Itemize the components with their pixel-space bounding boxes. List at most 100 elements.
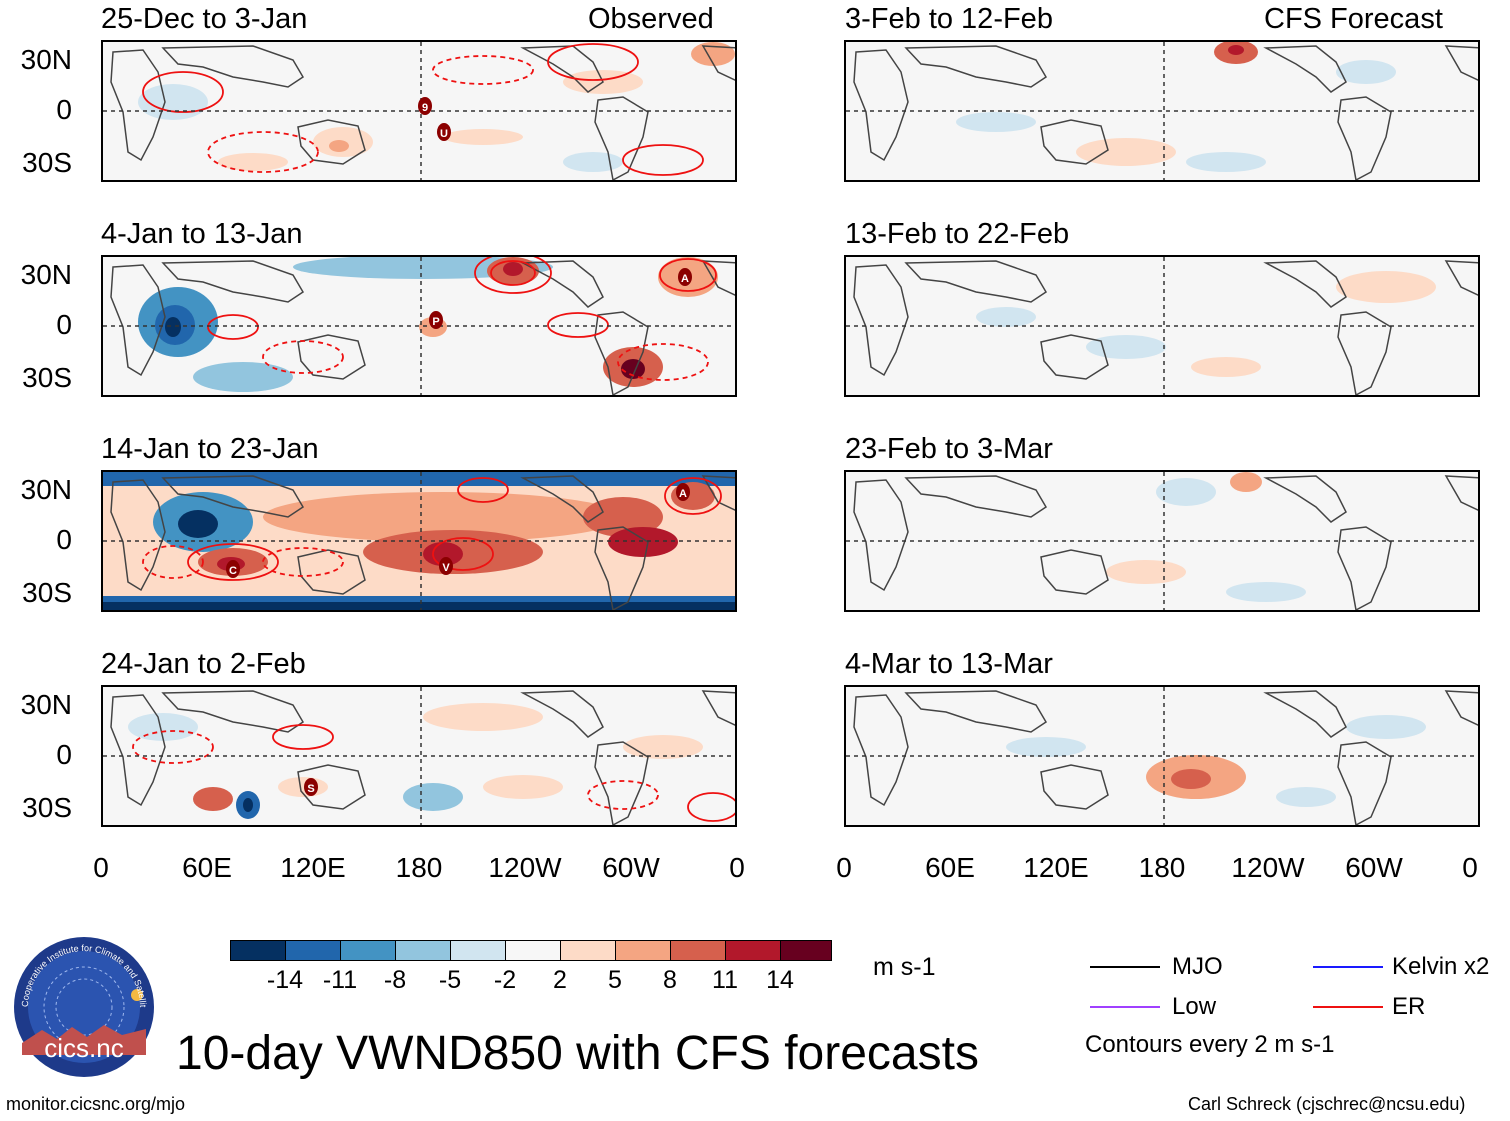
observed-label: Observed xyxy=(588,3,714,35)
legend-label-kelvin: Kelvin x2 xyxy=(1392,953,1490,980)
er-contours xyxy=(207,257,717,381)
land-outlines xyxy=(110,475,735,610)
svg-text:9: 9 xyxy=(422,102,428,114)
colorbar-label: -14 xyxy=(266,966,304,994)
legend-line-er xyxy=(1313,1006,1383,1008)
colorbar-bin-0 xyxy=(230,940,286,961)
main-title: 10-day VWND850 with CFS forecasts xyxy=(176,1027,979,1080)
panel-title-fc-2: 13-Feb to 22-Feb xyxy=(845,218,1070,250)
x-label-180: 180 xyxy=(1138,852,1186,883)
colorbar-label: 2 xyxy=(553,966,567,994)
svg-text:V: V xyxy=(442,562,450,574)
land-outlines xyxy=(110,260,735,395)
colorbar-label: 8 xyxy=(663,966,677,994)
y-label-30s: 30S xyxy=(22,147,72,178)
shading xyxy=(1106,472,1306,602)
shading xyxy=(103,472,735,610)
x-label-60w: 60W xyxy=(602,852,660,883)
svg-text:A: A xyxy=(679,488,687,500)
marker-v: V xyxy=(439,557,453,575)
land-outlines xyxy=(853,45,1478,180)
colorbar-bin-9 xyxy=(725,940,781,961)
colorbar-bin-2 xyxy=(340,940,396,961)
shading xyxy=(128,703,703,819)
x-label-0: 0 xyxy=(729,852,745,883)
cics-logo: cics.nc Cooperative Institute for Climat… xyxy=(12,935,154,1077)
land-outlines xyxy=(853,690,1478,825)
marker-u: U xyxy=(437,123,451,141)
colorbar-bin-8 xyxy=(670,940,726,961)
colorbar-bin-5 xyxy=(505,940,561,961)
x-label-0: 0 xyxy=(1462,852,1478,883)
colorbar-bin-10 xyxy=(780,940,832,961)
x-label-60w: 60W xyxy=(1345,852,1403,883)
svg-text:A: A xyxy=(681,273,689,285)
colorbar-label: 14 xyxy=(766,966,794,994)
x-label-120e: 120E xyxy=(1023,852,1089,883)
x-label-180: 180 xyxy=(395,852,443,883)
shading xyxy=(138,42,735,172)
colorbar-bin-1 xyxy=(285,940,341,961)
colorbar-label: -11 xyxy=(322,966,358,994)
colorbar-bin-3 xyxy=(395,940,451,961)
marker-9: 9 xyxy=(418,97,432,115)
panel-title-obs-4: 24-Jan to 2-Feb xyxy=(101,648,306,680)
map-panel-forecast-2 xyxy=(844,255,1480,397)
colorbar-label: -5 xyxy=(438,966,462,994)
svg-text:U: U xyxy=(440,128,448,140)
marker-a: A xyxy=(676,483,690,501)
colorbar-label: 11 xyxy=(712,966,738,994)
y-label-30s: 30S xyxy=(22,577,72,608)
map-panel-forecast-4 xyxy=(844,685,1480,827)
y-label-30s: 30S xyxy=(22,792,72,823)
forecast-label: CFS Forecast xyxy=(1264,3,1443,35)
map-panel-forecast-1 xyxy=(844,40,1480,182)
y-label-eq: 0 xyxy=(56,94,72,125)
x-label-0: 0 xyxy=(836,852,852,883)
x-label-120w: 120W xyxy=(488,852,562,883)
land-outlines xyxy=(853,260,1478,395)
legend-line-mjo xyxy=(1090,966,1160,968)
y-label-eq: 0 xyxy=(56,309,72,340)
svg-text:C: C xyxy=(229,565,237,577)
y-label-eq: 0 xyxy=(56,739,72,770)
er-contours xyxy=(142,477,722,581)
land-outlines xyxy=(853,475,1478,610)
colorbar-label: -2 xyxy=(493,966,517,994)
colorbar-bin-7 xyxy=(615,940,671,961)
map-panel-observed-4: S xyxy=(101,685,737,827)
marker-p: P xyxy=(429,311,443,329)
x-label-0: 0 xyxy=(93,852,109,883)
y-label-eq: 0 xyxy=(56,524,72,555)
colorbar-label: 5 xyxy=(608,966,622,994)
land-outlines xyxy=(110,45,735,180)
legend-label-low: Low xyxy=(1172,993,1217,1020)
svg-text:P: P xyxy=(432,316,439,328)
map-panel-forecast-3 xyxy=(844,470,1480,612)
panel-title-fc-3: 23-Feb to 3-Mar xyxy=(845,433,1053,465)
y-label-30n: 30N xyxy=(20,689,72,720)
footer-credit: Carl Schreck (cjschrec@ncsu.edu) xyxy=(1188,1094,1466,1114)
marker-s: S xyxy=(304,778,318,796)
y-label-30n: 30N xyxy=(20,44,72,75)
map-panel-observed-1: 9 U xyxy=(101,40,737,182)
y-label-30s: 30S xyxy=(22,362,72,393)
er-contours xyxy=(132,724,735,822)
footer-url[interactable]: monitor.cicsnc.org/mjo xyxy=(6,1094,186,1114)
legend-label-er: ER xyxy=(1392,993,1426,1020)
contour-note: Contours every 2 m s-1 xyxy=(1085,1031,1335,1058)
y-label-30n: 30N xyxy=(20,259,72,290)
map-panel-observed-3: A C V xyxy=(101,470,737,612)
shading xyxy=(956,42,1396,172)
colorbar-bin-6 xyxy=(560,940,616,961)
land-outlines xyxy=(110,690,735,825)
legend-line-kelvin xyxy=(1313,966,1383,968)
x-label-60e: 60E xyxy=(182,852,232,883)
logo-name: cics.nc xyxy=(44,1033,123,1063)
er-contours xyxy=(142,43,704,176)
map-panel-observed-2: A P xyxy=(101,255,737,397)
legend-label-mjo: MJO xyxy=(1172,953,1223,980)
x-label-60e: 60E xyxy=(925,852,975,883)
panel-title-fc-1: 3-Feb to 12-Feb xyxy=(845,3,1053,35)
x-label-120w: 120W xyxy=(1231,852,1305,883)
